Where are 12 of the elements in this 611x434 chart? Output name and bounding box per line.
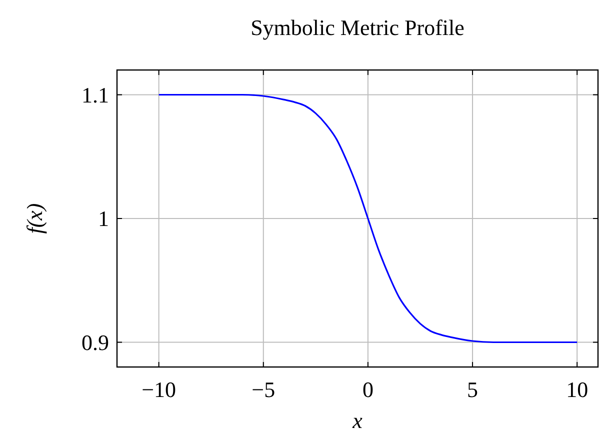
x-tick-label: −5 (252, 377, 276, 402)
x-tick-label: 5 (467, 377, 478, 402)
x-axis-title: x (352, 408, 363, 433)
line-series (158, 94, 578, 344)
y-axis-title: f(x) (22, 203, 47, 234)
x-tick-label: 0 (362, 377, 374, 402)
x-tick-label: −10 (142, 377, 176, 402)
y-tick-label: 0.9 (82, 330, 109, 355)
y-tick-label: 1.1 (82, 82, 109, 108)
x-tick-label: 10 (566, 377, 588, 402)
y-tick-label: 1 (98, 206, 109, 232)
chart-title: Symbolic Metric Profile (250, 15, 464, 40)
